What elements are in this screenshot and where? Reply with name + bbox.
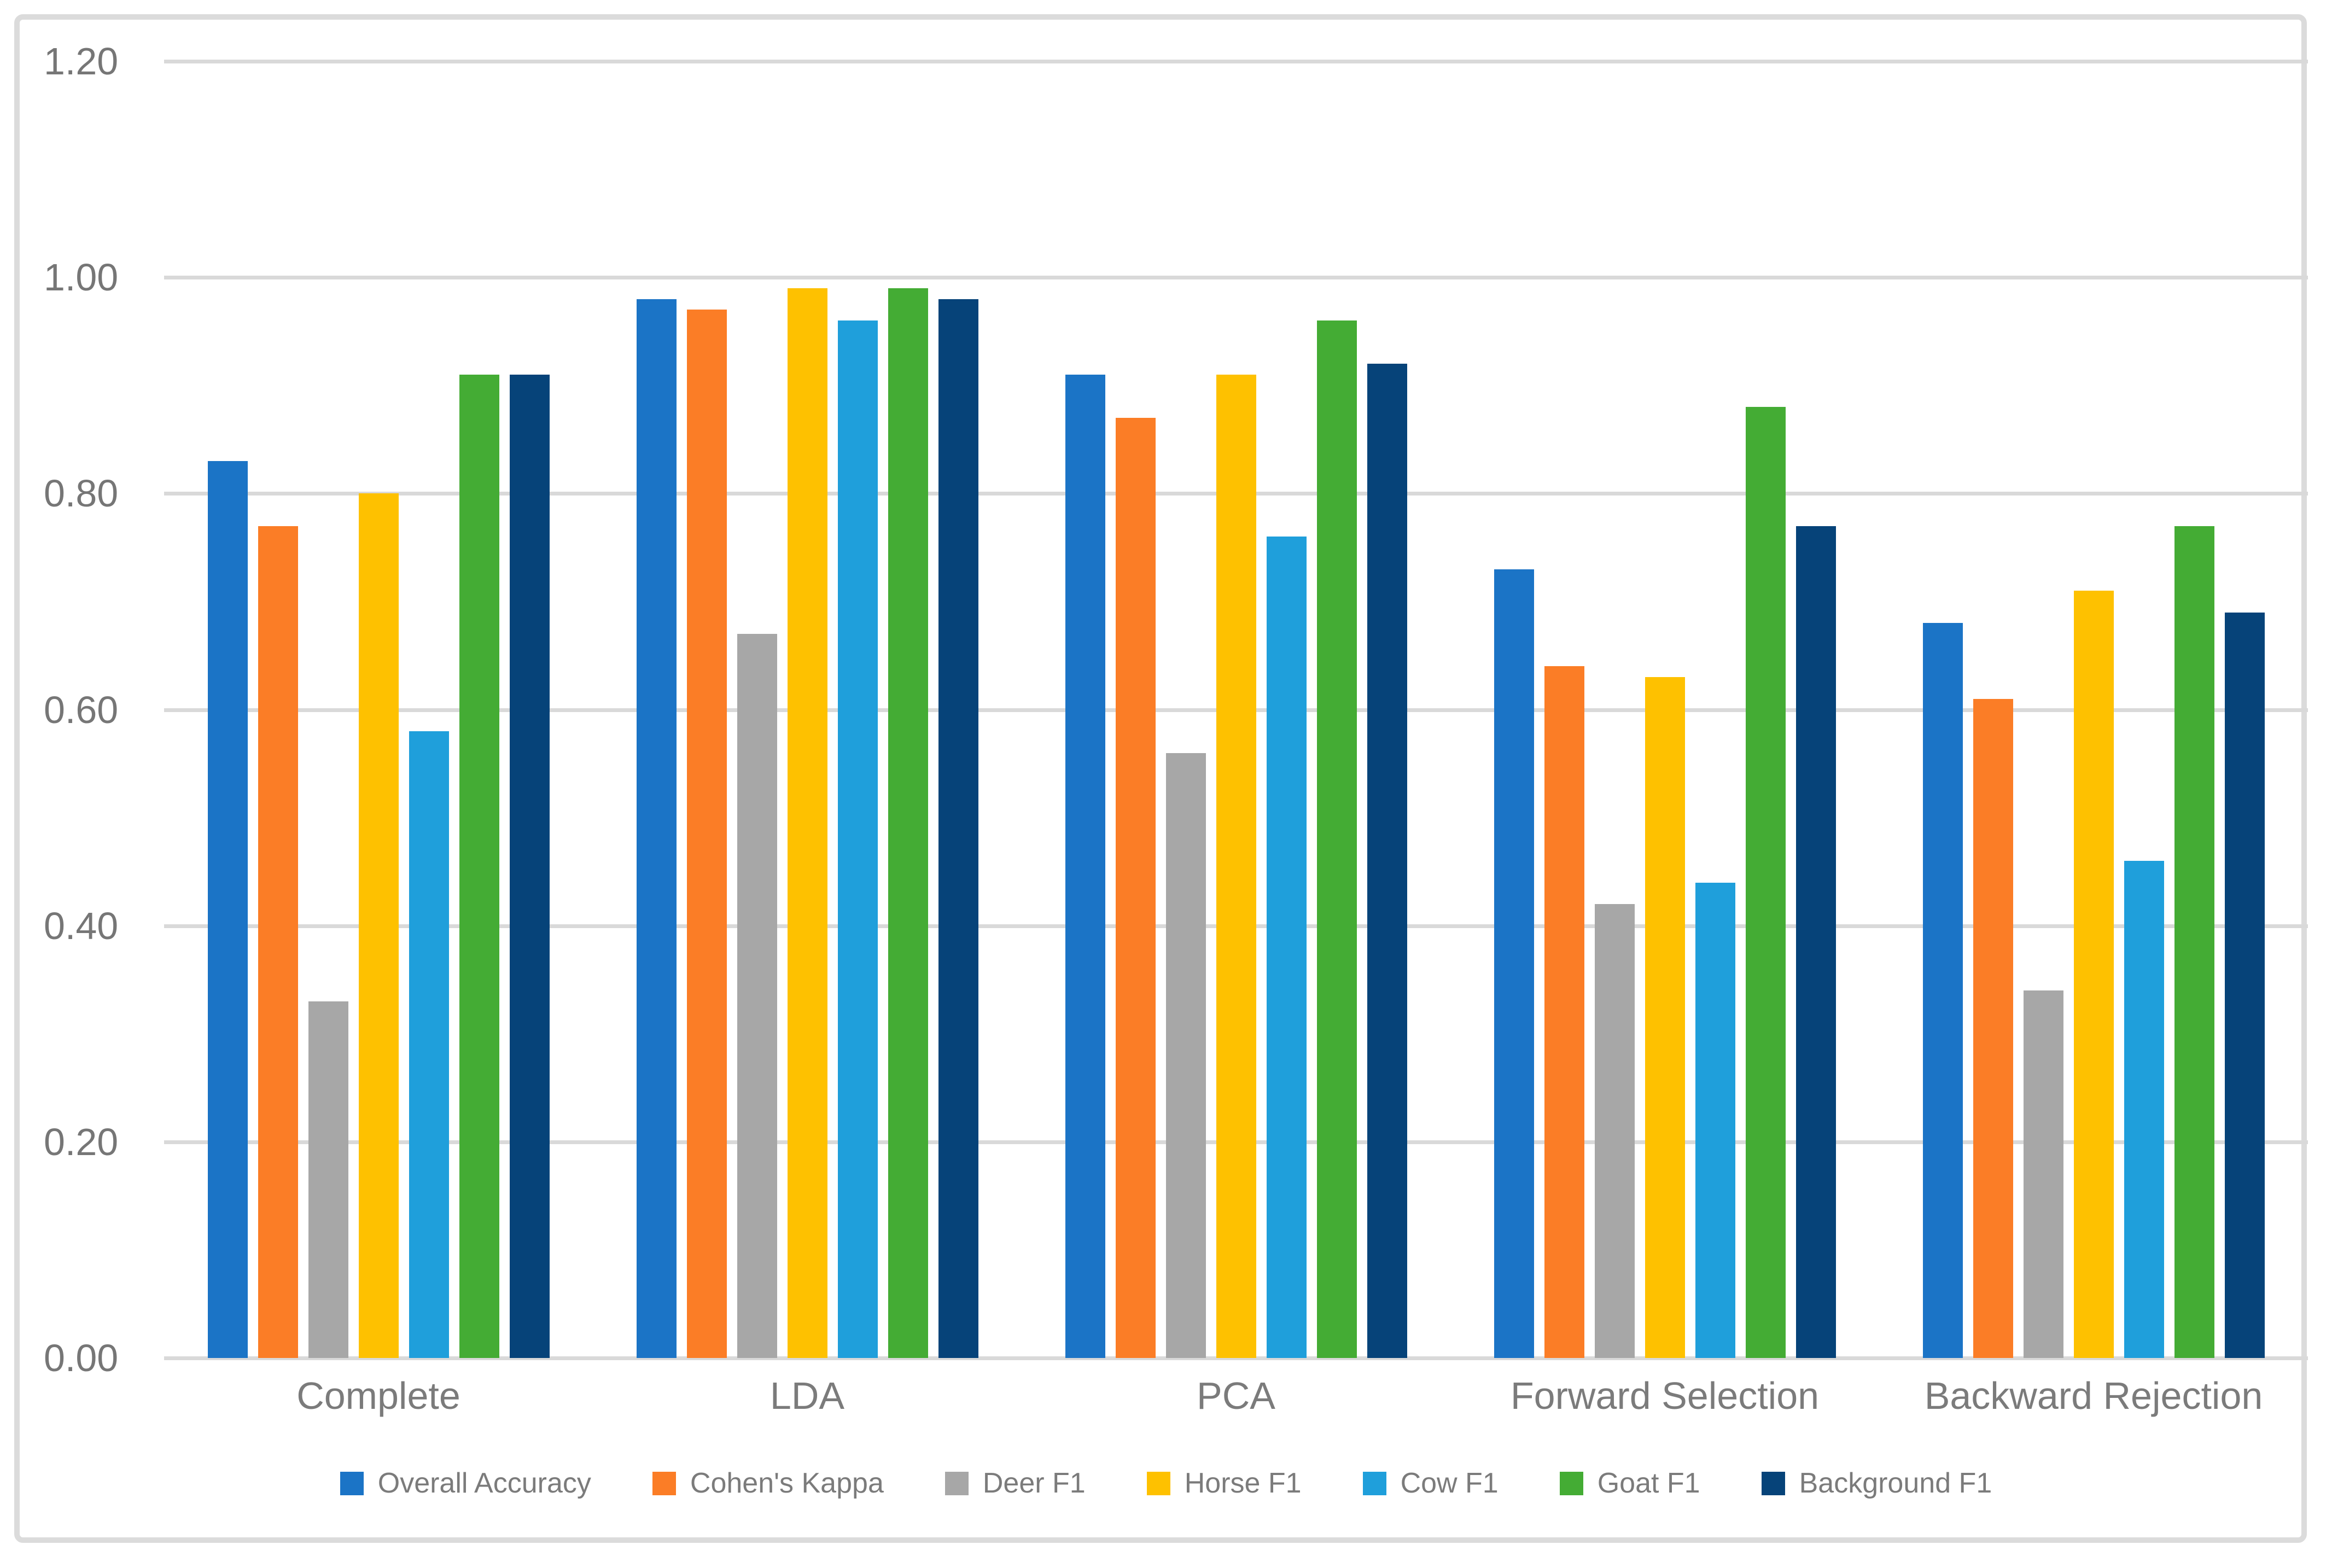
legend-swatch-icon [1559, 1471, 1583, 1495]
legend-label: Cohen's Kappa [690, 1467, 884, 1499]
y-tick-label-0.20: 0.20 [44, 1120, 119, 1163]
legend-item-overall-accuracy[interactable]: Overall Accuracy [340, 1467, 591, 1500]
legend-swatch-icon [1146, 1471, 1170, 1495]
legend-item-goat-f1[interactable]: Goat F1 [1559, 1467, 1700, 1500]
bar-goat-f1-pca[interactable] [1316, 320, 1357, 1358]
cluster-lda [593, 61, 1022, 1358]
bar-deer-f1-lda[interactable] [737, 634, 777, 1358]
bar-deer-f1-backward-rejection[interactable] [2023, 990, 2063, 1358]
legend-swatch-icon [652, 1471, 676, 1495]
legend-item-horse-f1[interactable]: Horse F1 [1146, 1467, 1302, 1500]
bar-background-f1-backward-rejection[interactable] [2224, 612, 2265, 1358]
bar-clusters [164, 61, 2308, 1358]
cluster-complete [164, 61, 593, 1358]
bar-goat-f1-complete[interactable] [459, 375, 499, 1358]
legend-label: Background F1 [1799, 1467, 1992, 1499]
cluster-forward-selection [1450, 61, 1879, 1358]
legend-label: Cow F1 [1400, 1467, 1499, 1499]
bar-cohen-s-kappa-complete[interactable] [258, 526, 298, 1358]
bar-goat-f1-forward-selection[interactable] [1745, 407, 1786, 1358]
bar-horse-f1-pca[interactable] [1216, 375, 1256, 1358]
legend-label: Deer F1 [982, 1467, 1086, 1499]
legend-swatch-icon [340, 1471, 364, 1495]
y-tick-label-1.20: 1.20 [44, 40, 119, 83]
bar-cohen-s-kappa-lda[interactable] [686, 310, 727, 1358]
y-tick-label-1.00: 1.00 [44, 256, 119, 299]
bar-goat-f1-lda[interactable] [888, 288, 928, 1358]
bar-cow-f1-forward-selection[interactable] [1695, 882, 1735, 1358]
gridline-0.00 [164, 1356, 2308, 1360]
bar-deer-f1-complete[interactable] [308, 1001, 348, 1358]
bar-overall-accuracy-pca[interactable] [1065, 375, 1105, 1358]
bar-horse-f1-lda[interactable] [787, 288, 827, 1358]
legend-label: Goat F1 [1597, 1467, 1700, 1499]
bar-overall-accuracy-lda[interactable] [636, 299, 677, 1358]
bar-deer-f1-pca[interactable] [1165, 753, 1206, 1358]
legend-swatch-icon [1362, 1471, 1386, 1495]
bar-cohen-s-kappa-backward-rejection[interactable] [1973, 698, 2013, 1358]
bar-background-f1-pca[interactable] [1367, 364, 1407, 1358]
y-tick-label-0.60: 0.60 [44, 688, 119, 731]
legend-item-background-f1[interactable]: Background F1 [1761, 1467, 1992, 1500]
x-label-forward-selection: Forward Selection [1510, 1374, 1820, 1417]
bar-cow-f1-complete[interactable] [409, 731, 449, 1358]
legend-swatch-icon [945, 1471, 969, 1495]
bar-cow-f1-lda[interactable] [837, 320, 878, 1358]
legend-label: Horse F1 [1184, 1467, 1302, 1499]
gridline-1.00 [164, 276, 2308, 280]
bar-overall-accuracy-forward-selection[interactable] [1494, 569, 1534, 1358]
y-tick-label-0.40: 0.40 [44, 904, 119, 947]
y-tick-label-0.80: 0.80 [44, 472, 119, 515]
legend-item-cohen-s-kappa[interactable]: Cohen's Kappa [652, 1467, 884, 1500]
gridline-1.20 [164, 60, 2308, 63]
bar-cohen-s-kappa-forward-selection[interactable] [1544, 666, 1584, 1358]
plot-area [164, 60, 2308, 1360]
bar-cow-f1-pca[interactable] [1266, 537, 1307, 1358]
x-axis-category-labels: Complete LDA PCA Forward Selection Backward … [164, 1374, 2308, 1418]
cluster-backward-rejection [1879, 61, 2308, 1358]
bar-horse-f1-backward-rejection[interactable] [2073, 591, 2114, 1358]
bar-overall-accuracy-complete[interactable] [207, 461, 248, 1358]
cluster-pca [1022, 61, 1450, 1358]
bar-horse-f1-complete[interactable] [358, 493, 399, 1358]
legend-swatch-icon [1761, 1471, 1785, 1495]
bar-overall-accuracy-backward-rejection[interactable] [1922, 623, 1963, 1358]
bar-background-f1-complete[interactable] [509, 375, 550, 1358]
x-label-backward-rejection: Backward Rejection [1924, 1374, 2263, 1417]
y-tick-label-0.00: 0.00 [44, 1337, 119, 1379]
x-label-complete: Complete [296, 1374, 460, 1417]
bar-deer-f1-forward-selection[interactable] [1594, 904, 1635, 1358]
x-label-lda: LDA [769, 1374, 845, 1417]
bar-cow-f1-backward-rejection[interactable] [2124, 861, 2164, 1358]
bar-horse-f1-forward-selection[interactable] [1645, 677, 1685, 1358]
bar-background-f1-lda[interactable] [938, 299, 978, 1358]
legend-label: Overall Accuracy [377, 1467, 591, 1499]
legend-item-deer-f1[interactable]: Deer F1 [945, 1467, 1086, 1500]
legend-item-cow-f1[interactable]: Cow F1 [1362, 1467, 1499, 1500]
bar-background-f1-forward-selection[interactable] [1795, 526, 1836, 1358]
x-label-pca: PCA [1197, 1374, 1275, 1417]
bar-goat-f1-backward-rejection[interactable] [2174, 526, 2214, 1358]
legend: Overall Accuracy Cohen's Kappa Deer F1 Hors… [20, 1467, 2312, 1500]
bar-cohen-s-kappa-pca[interactable] [1115, 418, 1156, 1358]
